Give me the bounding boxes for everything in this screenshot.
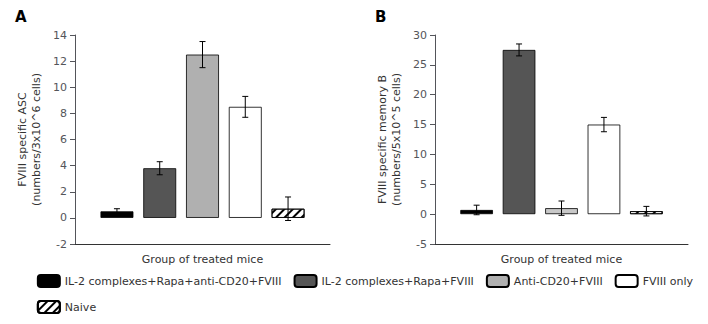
svg-text:IL-2 complexes+Rapa+FVIII: IL-2 complexes+Rapa+FVIII: [322, 275, 474, 288]
svg-text:10: 10: [413, 148, 427, 161]
svg-text:-5: -5: [416, 238, 427, 251]
svg-text:12: 12: [53, 55, 67, 68]
svg-text:Anti-CD20+FVIII: Anti-CD20+FVIII: [514, 275, 603, 288]
svg-text:6: 6: [60, 133, 67, 146]
svg-text:4: 4: [60, 159, 67, 172]
svg-text:-2: -2: [56, 238, 67, 251]
svg-text:B: B: [375, 8, 386, 26]
svg-text:Naive: Naive: [65, 301, 97, 314]
svg-text:Group of treated mice: Group of treated mice: [501, 253, 623, 266]
svg-text:0: 0: [420, 208, 427, 221]
svg-text:10: 10: [53, 81, 67, 94]
svg-text:0: 0: [60, 211, 67, 224]
svg-text:20: 20: [413, 88, 427, 101]
svg-text:2: 2: [60, 185, 67, 198]
svg-text:25: 25: [413, 58, 427, 71]
svg-text:Group of treated mice: Group of treated mice: [142, 253, 264, 266]
svg-text:IL-2 complexes+Rapa+anti-CD20+: IL-2 complexes+Rapa+anti-CD20+FVIII: [65, 275, 282, 288]
svg-text:5: 5: [420, 178, 427, 191]
svg-text:FVIII specific memory B: FVIII specific memory B: [376, 75, 389, 204]
svg-text:A: A: [15, 8, 27, 26]
svg-text:FVIII only: FVIII only: [643, 275, 694, 288]
svg-text:8: 8: [60, 107, 67, 120]
svg-text:30: 30: [413, 29, 427, 42]
svg-text:14: 14: [53, 29, 67, 42]
svg-text:FVIII specific ASC: FVIII specific ASC: [16, 92, 29, 187]
svg-text:(numbers/5x10^5 cells): (numbers/5x10^5 cells): [390, 73, 403, 206]
svg-text:15: 15: [413, 118, 427, 131]
svg-text:(numbers/3x10^6 cells): (numbers/3x10^6 cells): [30, 73, 43, 206]
